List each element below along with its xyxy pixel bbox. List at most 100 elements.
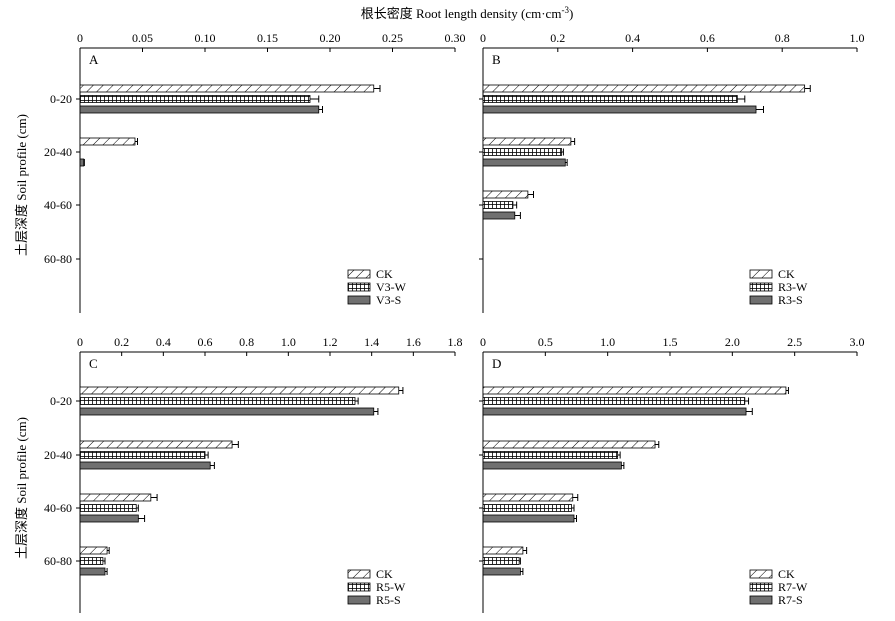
- bar-c-ck: [79, 386, 400, 395]
- x-tick-label-d: 1.0: [600, 335, 615, 349]
- bar-c-r5-w: [79, 451, 206, 459]
- panel-letter-b: B: [492, 52, 501, 67]
- legend-label-c-r5-s: R5-S: [376, 593, 401, 607]
- bar-b-r3-w: [482, 148, 562, 156]
- legend-swatch-b-ck: [749, 269, 773, 279]
- x-tick-label-d: 0.5: [538, 335, 553, 349]
- bar-d-r7-w: [482, 557, 520, 565]
- bar-d-r7-w: [482, 397, 746, 405]
- x-tick-label-a: 0.20: [320, 31, 341, 45]
- legend-swatch-b-r3-w: [749, 282, 773, 292]
- bar-b-ck: [482, 84, 806, 93]
- legend-label-b-r3-s: R3-S: [778, 293, 803, 307]
- bar-a-ck: [79, 84, 375, 93]
- x-tick-label-d: 2.0: [725, 335, 740, 349]
- bar-c-r5-s: [79, 407, 375, 416]
- bar-c-r5-w: [79, 557, 104, 565]
- bar-c-r5-w: [79, 504, 137, 512]
- legend-label-a-v3-w: V3-W: [376, 280, 407, 294]
- bar-a-v3-s: [79, 158, 85, 167]
- bar-a-v3-w: [79, 95, 311, 103]
- x-tick-label-b: 0.6: [700, 31, 715, 45]
- x-tick-label-c: 0.2: [114, 335, 129, 349]
- bar-d-r7-s: [482, 514, 575, 523]
- panel-c: 0 0.2 0.4 0.6 0.8 1.0 1.2 1.4 1.6 1.8 0-20 20-40 40-…: [44, 335, 463, 613]
- bar-b-ck: [482, 137, 572, 146]
- legend-swatch-b-r3-s: [749, 295, 773, 305]
- bar-b-ck: [482, 190, 529, 199]
- bar-d-r7-s: [482, 461, 622, 470]
- bar-c-ck: [79, 546, 108, 555]
- legend-swatch-d-r7-s: [749, 595, 773, 605]
- y-axis-label-top: 土层深度 Soil profile (cm): [14, 114, 29, 256]
- bar-b-r3-w: [482, 201, 514, 209]
- x-tick-label-b: 0.8: [775, 31, 790, 45]
- x-tick-label-b: 0.2: [550, 31, 565, 45]
- category-label-c: 0-20: [50, 394, 72, 408]
- panel-a: 0 0.05 0.10 0.15 0.20 0.25 0.30 0-20 20-40 40-60 6…: [44, 31, 466, 313]
- legend-label-c-r5-w: R5-W: [376, 580, 406, 594]
- bar-d-r7-s: [482, 407, 747, 416]
- category-label-c: 20-40: [44, 448, 72, 462]
- panel-letter-d: D: [492, 356, 501, 371]
- legend-swatch-a-ck: [347, 269, 371, 279]
- legend-label-b-ck: CK: [778, 267, 795, 281]
- bar-d-ck: [482, 493, 574, 502]
- bar-c-r5-s: [79, 567, 106, 576]
- bar-a-v3-s: [79, 105, 320, 114]
- x-tick-label-d: 2.5: [787, 335, 802, 349]
- bar-d-ck: [482, 386, 787, 395]
- legend-swatch-a-v3-w: [347, 282, 371, 292]
- x-tick-label-a: 0: [77, 31, 83, 45]
- bar-d-r7-s: [482, 567, 521, 576]
- x-tick-label-c: 0: [77, 335, 83, 349]
- legend-label-b-r3-w: R3-W: [778, 280, 808, 294]
- bar-b-r3-s: [482, 158, 566, 167]
- category-label-c: 60-80: [44, 554, 72, 568]
- x-tick-label-d: 1.5: [663, 335, 678, 349]
- y-axis-label-bottom: 土层深度 Soil profile (cm): [14, 417, 29, 559]
- legend-swatch-c-r5-w: [347, 582, 371, 592]
- category-label-a: 0-20: [50, 92, 72, 106]
- category-label-a: 60-80: [44, 252, 72, 266]
- x-tick-label-c: 1.2: [323, 335, 338, 349]
- x-tick-label-a: 0.05: [132, 31, 153, 45]
- bar-b-r3-s: [482, 211, 516, 220]
- legend-label-c-ck: CK: [376, 567, 393, 581]
- legend-swatch-a-v3-s: [347, 295, 371, 305]
- x-tick-label-c: 1.6: [406, 335, 421, 349]
- bar-c-r5-s: [79, 461, 211, 470]
- legend-label-d-ck: CK: [778, 567, 795, 581]
- x-tick-label-a: 0.30: [445, 31, 466, 45]
- x-tick-label-c: 1.8: [448, 335, 463, 349]
- x-tick-label-c: 0.4: [156, 335, 171, 349]
- legend-swatch-d-ck: [749, 569, 773, 579]
- bar-d-r7-w: [482, 451, 619, 459]
- legend-label-a-ck: CK: [376, 267, 393, 281]
- x-tick-label-c: 0.6: [198, 335, 213, 349]
- x-tick-label-c: 0.8: [239, 335, 254, 349]
- panel-letter-a: A: [89, 52, 99, 67]
- x-tick-label-d: 0: [480, 335, 486, 349]
- category-label-a: 20-40: [44, 145, 72, 159]
- bar-c-r5-s: [79, 514, 139, 523]
- category-label-a: 40-60: [44, 198, 72, 212]
- bar-c-r5-w: [79, 397, 356, 405]
- legend-swatch-c-ck: [347, 569, 371, 579]
- x-tick-label-c: 1.0: [281, 335, 296, 349]
- bar-c-ck: [79, 493, 152, 502]
- bar-d-ck: [482, 546, 524, 555]
- category-label-c: 40-60: [44, 501, 72, 515]
- legend-label-a-v3-s: V3-S: [376, 293, 401, 307]
- panel-letter-c: C: [89, 356, 98, 371]
- x-tick-label-a: 0.25: [382, 31, 403, 45]
- x-tick-label-b: 0: [480, 31, 486, 45]
- x-tick-label-a: 0.10: [195, 31, 216, 45]
- figure-title: 根长密度 Root length density (cm·cm-3): [361, 5, 574, 21]
- bar-d-ck: [482, 440, 656, 449]
- x-tick-label-d: 3.0: [850, 335, 865, 349]
- legend-label-d-r7-w: R7-W: [778, 580, 808, 594]
